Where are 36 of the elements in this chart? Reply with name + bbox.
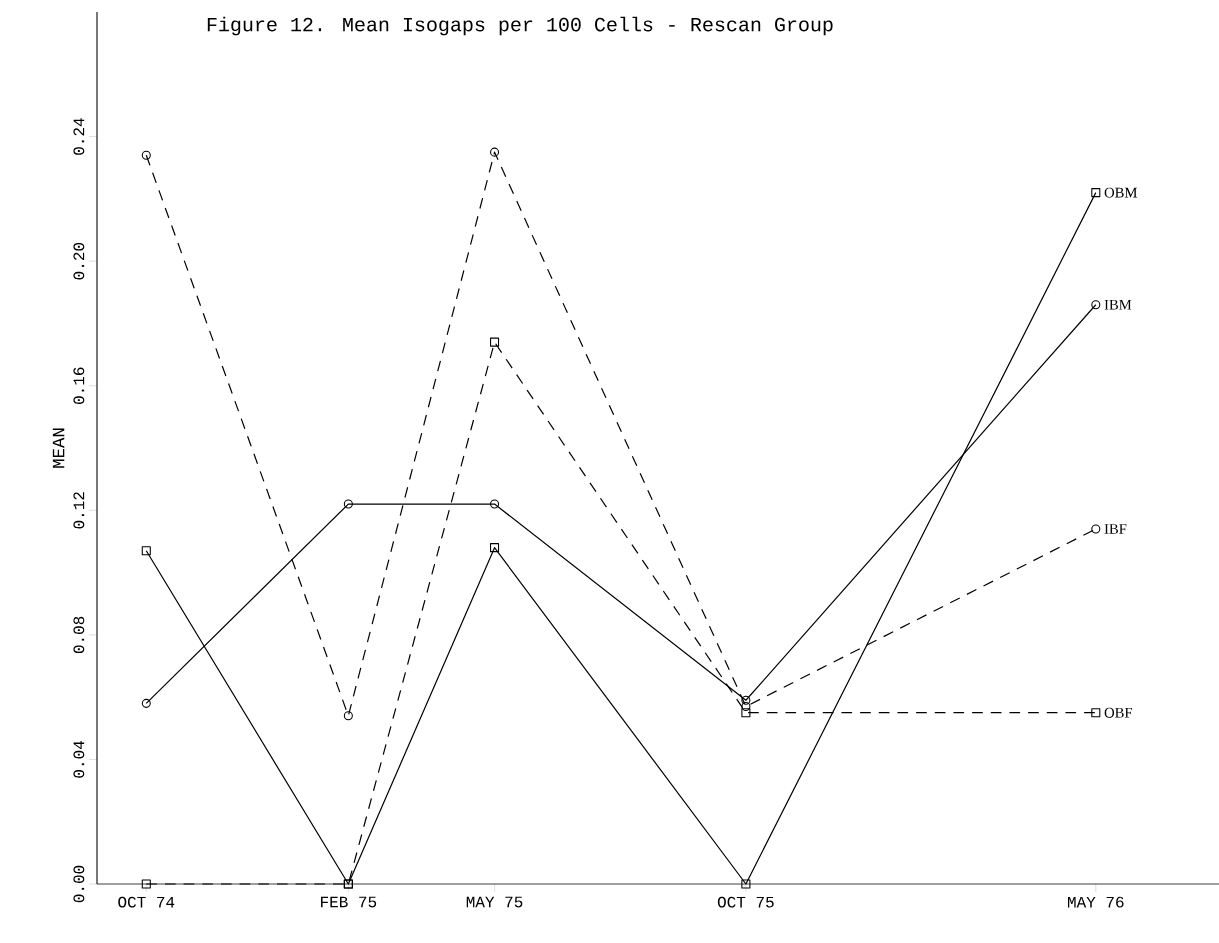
chart-title: Figure 12. Mean Isogaps per 100 Cells - Rescan Group (207, 16, 833, 36)
y-tick-label: 0.08 (73, 616, 85, 654)
y-tick-label: 0.24 (73, 118, 85, 155)
point (1091, 300, 1101, 310)
x-tick-label: OCT 74 (118, 896, 175, 908)
point (490, 543, 500, 553)
x-tick-label: FEB 75 (321, 896, 377, 908)
point (141, 879, 151, 889)
point (141, 698, 151, 708)
point (343, 711, 353, 721)
point (741, 708, 751, 718)
point (490, 337, 500, 347)
point (741, 879, 751, 889)
y-tick-label: 0.00 (73, 865, 85, 903)
x-tick-label: OCT 75 (717, 896, 774, 908)
point (1091, 524, 1101, 534)
x-tick-label: MAY 75 (466, 896, 523, 908)
point (1091, 708, 1101, 718)
point (490, 147, 500, 157)
series-label: OBF (1104, 707, 1133, 718)
y-tick-label: 0.04 (73, 741, 85, 778)
point (741, 701, 751, 712)
y-tick-label: 0.12 (73, 492, 85, 529)
series-label: IBM (1104, 299, 1132, 310)
y-tick-label: 0.20 (73, 242, 85, 280)
point (141, 150, 151, 160)
point (490, 499, 500, 509)
x-tick-label: MAY 76 (1068, 896, 1124, 908)
point (1091, 188, 1101, 198)
point (141, 546, 151, 556)
series-label: OBM (1104, 187, 1138, 198)
point (741, 695, 751, 705)
point (343, 499, 353, 509)
y-axis-title: MEAN (52, 428, 65, 468)
series-label: IBF (1104, 524, 1127, 534)
y-tick-label: 0.16 (73, 367, 85, 404)
